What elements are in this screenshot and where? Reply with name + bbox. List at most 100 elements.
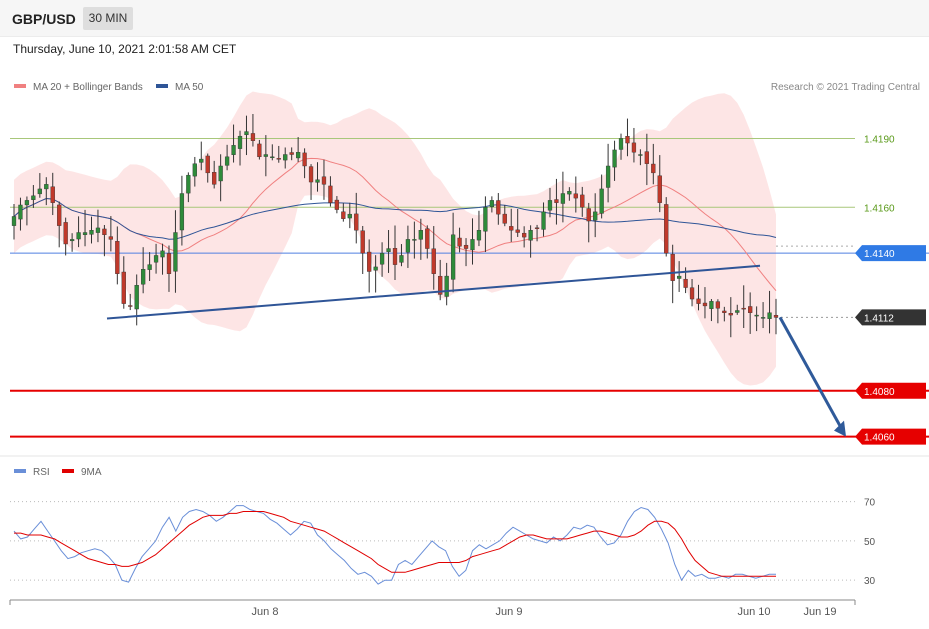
candle-body	[676, 275, 682, 279]
candle	[270, 144, 275, 161]
candle	[373, 255, 378, 293]
candle	[24, 196, 30, 226]
candle-body	[334, 199, 340, 210]
candle	[289, 147, 294, 161]
trendline	[106, 264, 761, 320]
candle-body	[160, 250, 165, 258]
candle-body	[321, 176, 327, 185]
candle	[89, 216, 94, 244]
candle-body	[347, 213, 352, 219]
candle	[69, 233, 75, 252]
candle	[95, 209, 101, 243]
candle	[334, 196, 340, 214]
candle-body	[354, 213, 359, 231]
candle	[450, 212, 456, 293]
candle-body	[754, 314, 759, 317]
candle-body	[560, 193, 566, 204]
candle-body	[644, 151, 649, 164]
candle-body	[522, 232, 527, 238]
candle-body	[573, 193, 578, 199]
candle	[573, 176, 578, 213]
candle	[438, 259, 443, 301]
candle-body	[444, 275, 449, 297]
candle	[528, 225, 533, 258]
candle-body	[108, 236, 114, 240]
candle-body	[425, 228, 430, 249]
candle-body	[89, 230, 94, 235]
candle	[328, 176, 333, 207]
candle	[76, 216, 81, 248]
candle-body	[567, 191, 572, 195]
candle-body	[11, 216, 17, 226]
candle	[483, 196, 488, 253]
candle-body	[102, 228, 107, 236]
candle	[470, 218, 475, 265]
candle	[257, 139, 262, 160]
rsi-legend-swatch	[14, 469, 26, 473]
candle-body	[128, 305, 133, 307]
price-badge-shape	[855, 245, 926, 262]
candle-body	[44, 184, 49, 190]
candle-body	[212, 172, 217, 185]
candle-body	[476, 230, 482, 241]
candle-body	[618, 138, 624, 150]
candle-body	[57, 204, 62, 226]
rsi-9ma-line	[14, 511, 776, 577]
forecast-arrow-head	[834, 420, 846, 437]
candle-body	[638, 154, 643, 156]
legend-label: MA 20 + Bollinger Bands	[33, 82, 143, 93]
candle	[715, 299, 721, 324]
candle-body	[715, 301, 721, 309]
candle-body	[308, 166, 314, 183]
candle-body	[463, 244, 469, 249]
candle-body	[586, 208, 591, 222]
candle	[192, 156, 197, 187]
candle	[631, 127, 637, 163]
candle	[696, 284, 701, 311]
candle	[50, 172, 55, 216]
candle	[463, 238, 469, 267]
timeframe-button[interactable]: 30 MIN	[83, 7, 133, 30]
candle-body	[515, 229, 520, 233]
rsi-legend-label: 9MA	[81, 467, 102, 478]
timestamp: Thursday, June 10, 2021 2:01:58 AM CET	[13, 42, 237, 56]
candle	[295, 137, 301, 163]
candle-body	[95, 227, 101, 233]
candle-body	[722, 310, 727, 313]
candle-body	[315, 179, 320, 183]
candle-body	[199, 158, 204, 163]
candle	[444, 262, 449, 306]
candle	[599, 174, 604, 219]
candle-body	[76, 232, 81, 240]
candle	[618, 133, 624, 160]
candle	[560, 171, 566, 223]
candle-body	[483, 207, 488, 232]
candle-body	[50, 186, 55, 203]
candle-body	[599, 188, 604, 214]
candle-body	[767, 312, 772, 319]
candle	[580, 186, 585, 217]
candle	[476, 210, 482, 247]
candle-body	[489, 200, 495, 208]
candle-body	[457, 237, 462, 247]
candle-body	[683, 278, 688, 288]
candle	[11, 204, 17, 240]
time-axis: Jun 8 Jun 9 Jun 10 Jun 19	[9, 599, 856, 618]
candle-body	[392, 248, 398, 265]
candle-body	[541, 211, 546, 230]
candle-body	[166, 253, 172, 274]
candle	[567, 187, 572, 201]
legend-swatch	[156, 84, 168, 88]
candle	[237, 130, 243, 166]
candle	[651, 143, 656, 185]
toolbar: GBP/USD 30 MIN	[0, 0, 929, 37]
ma20-line	[13, 157, 777, 292]
candle-body	[37, 188, 42, 195]
candle	[425, 225, 430, 259]
price-badge-1.4080: 1.4080	[855, 382, 926, 399]
x-tick-label: Jun 8	[252, 606, 279, 618]
candle	[166, 245, 172, 292]
candle	[263, 135, 268, 177]
candle	[767, 290, 772, 334]
